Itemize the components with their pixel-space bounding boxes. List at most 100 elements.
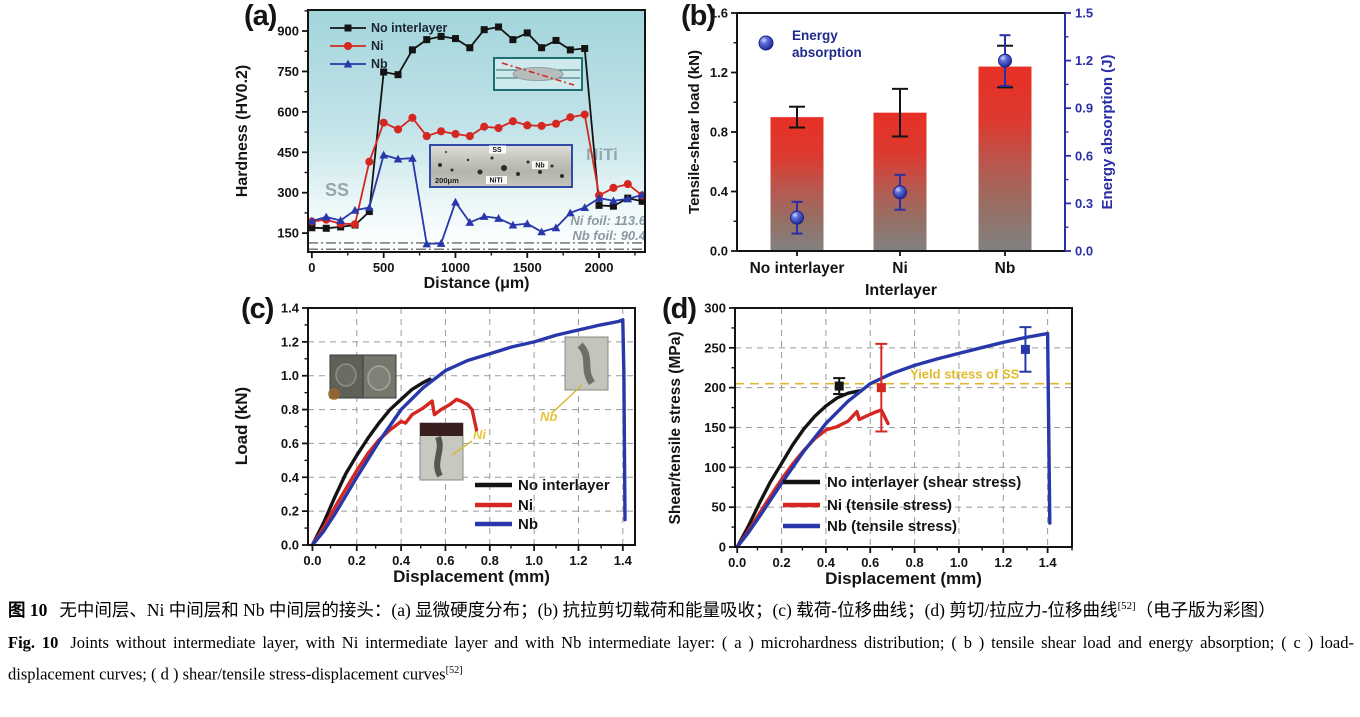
marker-square — [423, 36, 431, 44]
b-category-label: Nb — [995, 260, 1016, 277]
marker-triangle — [336, 216, 345, 224]
caption-english: Fig. 10 Joints without intermediate layer… — [8, 629, 1354, 689]
legend-d-label: No interlayer (shear stress) — [827, 474, 1021, 491]
caption-en-reference: [52] — [445, 664, 463, 676]
series-no-interlayer — [310, 377, 432, 547]
marker-triangle — [623, 194, 633, 203]
marker-square — [495, 23, 503, 31]
marker-triangle — [465, 218, 475, 226]
b-right-tick: 0.3 — [1075, 196, 1093, 211]
legend-c: No interlayer Ni Nb — [475, 477, 610, 533]
y-tick-label: 200 — [704, 380, 726, 395]
marker-circle — [508, 117, 517, 126]
marker-triangle — [408, 153, 417, 162]
marker-triangle — [580, 203, 590, 212]
x-tick-label: 0.8 — [481, 553, 499, 568]
caption-en-text: Joints without intermediate layer, with … — [8, 632, 1354, 684]
bar-nb — [978, 66, 1032, 251]
energy-point — [790, 210, 804, 225]
x-tick-label: 1.0 — [950, 555, 968, 570]
marker-triangle — [393, 154, 403, 163]
x-tick-label: 0.2 — [773, 555, 791, 570]
x-tick-label: 0.0 — [303, 553, 321, 568]
micrograph-label: Nb — [535, 163, 544, 170]
y-tick-label: 0 — [719, 540, 726, 555]
marker-circle — [379, 118, 388, 127]
series-nb--tensile-stress- — [735, 331, 1052, 549]
b-right-tick: 1.2 — [1075, 53, 1093, 68]
caption-zh-color-note: （电子版为彩图） — [1135, 599, 1276, 620]
x-tick-label: 0.4 — [817, 555, 836, 570]
marker-triangle — [451, 197, 460, 206]
legend-c-label: Ni — [518, 497, 533, 514]
energy-point — [998, 53, 1012, 68]
b-right-tick: 0.0 — [1075, 244, 1093, 259]
series-ni — [310, 397, 479, 547]
plot-border — [307, 307, 636, 546]
marker-triangle — [350, 205, 360, 214]
stress-data-points — [833, 326, 1032, 433]
y-tick-label: 0.0 — [281, 538, 299, 553]
marker-circle — [566, 113, 575, 122]
y-axis-title-d: Shear/tensile stress (MPa) — [667, 332, 684, 525]
marker-circle — [623, 180, 632, 189]
x-tick-label: 2000 — [585, 260, 614, 275]
caption-zh-number: 图 10 — [8, 599, 48, 620]
caption-en-number: Fig. 10 — [8, 632, 59, 652]
y-tick-label: 750 — [277, 64, 299, 79]
chart-c-load-displacement: 0.0 0.2 0.4 0.6 0.8 1.0 1.2 1.4 0.0 0.2 0.4 0.6 0.8 1… — [232, 301, 636, 586]
x-tick-label: 0.6 — [861, 555, 879, 570]
marker-circle — [437, 127, 446, 136]
y-tick-label: 0.2 — [281, 504, 299, 519]
x-tick-label: 1500 — [513, 260, 542, 275]
x-tick-label: 0.2 — [348, 553, 366, 568]
marker-square — [466, 44, 474, 52]
marker-triangle — [508, 220, 518, 229]
y-tick-label: 0.8 — [281, 402, 299, 417]
x-tick-label: 0.0 — [728, 555, 746, 570]
b-category-label: No interlayer — [750, 260, 845, 277]
marker-triangle — [594, 193, 604, 202]
marker-square — [437, 32, 445, 40]
marker-square — [509, 36, 517, 44]
panel-label-c: (c) — [241, 293, 274, 325]
x-axis-title-d: Displacement (mm) — [825, 569, 982, 588]
x-tick-label: 1.2 — [994, 555, 1012, 570]
y-tick-label: 1.0 — [281, 368, 299, 383]
series-ni--tensile-stress- — [735, 408, 890, 549]
marker-triangle — [565, 208, 575, 217]
marker-triangle — [422, 239, 432, 248]
x-tick-label: 1.2 — [569, 553, 587, 568]
y-tick-label: 250 — [704, 340, 726, 355]
x-tick-label: 0.6 — [436, 553, 454, 568]
marker-square — [408, 46, 416, 54]
caption-chinese: 图 10 无中间层、Ni 中间层和 Nb 中间层的接头：(a) 显微硬度分布；(b… — [8, 591, 1354, 625]
series-nb — [310, 318, 627, 547]
marker-square — [394, 71, 402, 79]
b-left-tick: 1.2 — [710, 65, 728, 80]
marker-triangle — [479, 212, 489, 220]
chart-b-tensile-shear-load-energy-absorption: 0.0 0.4 0.8 1.2 1.6 0.0 0.3 0.6 0.9 1.2 1.5 No inte… — [686, 6, 1116, 300]
marker-circle — [350, 220, 360, 229]
y-tick-label: 50 — [712, 500, 726, 515]
marker-square — [581, 45, 589, 53]
stress-point — [876, 383, 886, 393]
marker-square — [365, 208, 373, 216]
marker-circle — [408, 113, 417, 122]
marker-square — [344, 24, 352, 32]
b-left-tick: 0.4 — [710, 184, 729, 199]
marker-square — [595, 201, 603, 209]
marker-square — [638, 197, 646, 205]
legend-c-label: No interlayer — [518, 477, 610, 494]
marker-circle — [551, 119, 561, 128]
chart-d-stress-displacement: 0.0 0.2 0.4 0.6 0.8 1.0 1.2 1.4 0 50 100 150 200 250 3… — [667, 301, 1073, 588]
x-tick-label: 1.4 — [614, 553, 633, 568]
legend-d: No interlayer (shear stress) Ni (tensile … — [783, 474, 1021, 535]
y-tick-label: 1.4 — [281, 301, 300, 316]
note-ni-foil: Ni foil: 113.6 — [570, 213, 646, 228]
b-right-tick: 1.5 — [1075, 6, 1093, 21]
marker-circle — [343, 41, 353, 51]
series-no-interlayer--shear-stress- — [735, 389, 861, 549]
marker-triangle — [537, 227, 546, 236]
